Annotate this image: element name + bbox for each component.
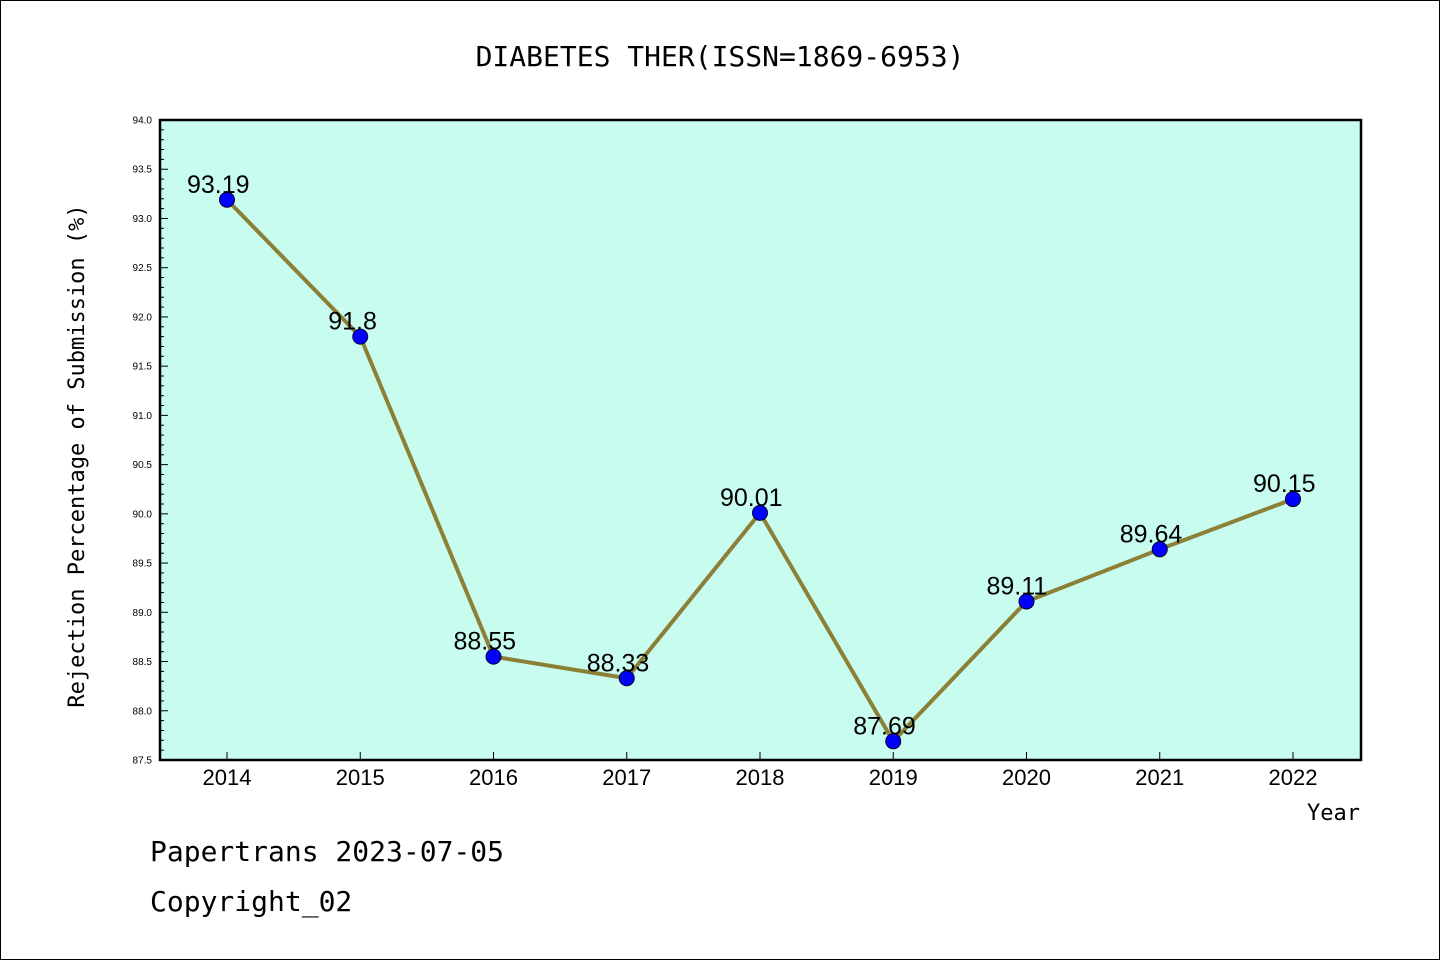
data-point [885, 733, 902, 750]
x-axis: 2014 2015 2016 2017 2018 2019 2020 2021 2022 [203, 752, 1318, 790]
x-tick-label: 2021 [1135, 765, 1184, 790]
x-tick-label: 2016 [469, 765, 518, 790]
y-tick-label: 88.5 [133, 657, 153, 668]
y-tick-label: 90.5 [133, 460, 153, 471]
data-label: 87.69 [853, 712, 916, 740]
data-label: 90.15 [1253, 470, 1316, 498]
data-point [485, 648, 502, 665]
data-label: 89.64 [1120, 520, 1183, 548]
data-point [352, 328, 369, 345]
data-point [618, 670, 635, 687]
y-tick-label: 87.5 [133, 756, 153, 767]
data-point [752, 504, 768, 521]
x-tick-label: 2022 [1269, 765, 1318, 790]
data-label: 88.55 [454, 628, 517, 656]
x-tick-label: 2017 [602, 765, 651, 790]
y-tick-label: 90.0 [133, 509, 153, 520]
y-tick-label: 89.5 [133, 559, 153, 570]
y-tick-label: 88.0 [133, 706, 153, 717]
x-tick-label: 2020 [1002, 765, 1051, 790]
data-point [1018, 593, 1035, 610]
data-point [1151, 541, 1168, 558]
y-tick-label: 89.0 [133, 608, 153, 619]
y-axis: 87.5 88.0 88.5 89.0 89.5 90.0 90.5 91.0 91.5 92.0… [133, 116, 168, 767]
data-point [219, 191, 235, 208]
y-tick-label: 92.5 [133, 263, 153, 274]
y-tick-label: 91.5 [133, 362, 153, 373]
y-tick-label: 93.5 [133, 165, 153, 176]
footer-copyright: Copyright_02 [150, 885, 353, 918]
y-tick-label: 92.0 [133, 312, 153, 323]
x-tick-label: 2018 [736, 765, 785, 790]
footer-date: Papertrans 2023-07-05 [150, 835, 505, 868]
data-labels: 93.19 91.8 88.55 88.33 90.01 87.69 89.11 89.64 9… [187, 171, 1316, 741]
y-tick-label: 94.0 [133, 116, 153, 127]
data-label: 90.01 [720, 484, 783, 512]
plot-area [158, 118, 1363, 762]
y-axis-label: Rejection Percentage of Submission (%) [65, 204, 90, 707]
data-label: 93.19 [187, 171, 250, 199]
x-axis-label: Year [1307, 801, 1360, 826]
x-tick-label: 2014 [203, 765, 252, 790]
x-tick-label: 2015 [336, 765, 385, 790]
data-markers [219, 191, 1301, 750]
y-tick-label: 93.0 [133, 214, 153, 225]
data-point [1285, 491, 1301, 508]
x-tick-label: 2019 [869, 765, 918, 790]
chart-title: DIABETES THER(ISSN=1869-6953) [476, 40, 965, 73]
y-tick-label: 91.0 [133, 411, 153, 422]
data-label: 89.11 [987, 572, 1048, 600]
data-label: 88.33 [587, 649, 650, 677]
data-label: 91.8 [328, 308, 377, 336]
